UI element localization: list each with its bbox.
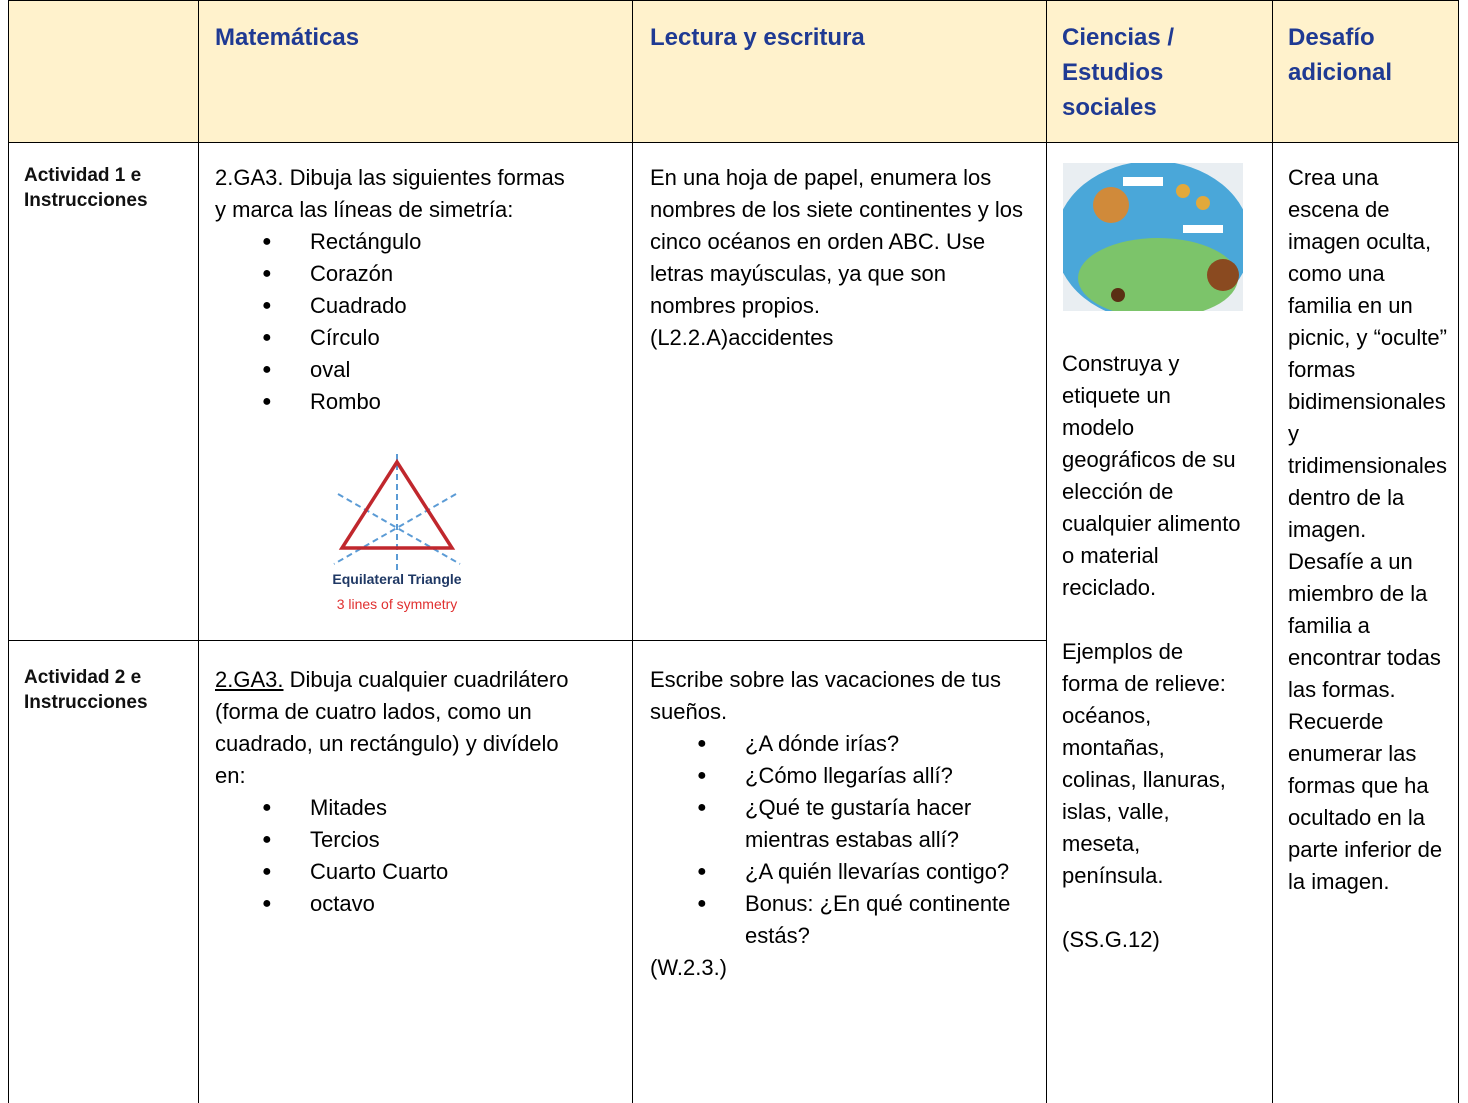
list-item: ¿Cómo llegarías allí? bbox=[697, 760, 1035, 792]
reading-cell: En una hoja de papel, enumera los nombre… bbox=[650, 162, 1035, 354]
border bbox=[8, 0, 9, 1103]
list-item: Tercios bbox=[262, 824, 575, 856]
border bbox=[8, 0, 1459, 1]
header-bg bbox=[8, 0, 1459, 142]
border bbox=[198, 0, 199, 1103]
math-cell: 2.GA3. Dibuja las siguientes formas y ma… bbox=[215, 162, 575, 418]
math-cell: 2.GA3. Dibuja cualquier cuadrilátero (fo… bbox=[215, 664, 575, 920]
list-item: Círculo bbox=[262, 322, 575, 354]
list-item: ¿Qué te gustaría hacer mientras estabas … bbox=[697, 792, 1035, 856]
border bbox=[8, 640, 1046, 641]
border bbox=[1046, 0, 1047, 1103]
border bbox=[1458, 0, 1459, 1103]
header-cell: Desafío adicional bbox=[1288, 24, 1393, 86]
list-item: Rombo bbox=[262, 386, 575, 418]
list: ¿A dónde irías?¿Cómo llegarías allí?¿Qué… bbox=[650, 728, 1035, 952]
code: (SS.G.12) bbox=[1062, 927, 1160, 952]
list-item: Cuadrado bbox=[262, 290, 575, 322]
list-item: Corazón bbox=[262, 258, 575, 290]
text: 2.GA3. Dibuja cualquier cuadrilátero (fo… bbox=[215, 664, 575, 792]
challenge-cell: Crea una escena de imagen oculta, como u… bbox=[1288, 162, 1448, 898]
row-label: Actividad 1 e Instrucciones bbox=[24, 165, 148, 211]
list-item: Rectángulo bbox=[262, 226, 575, 258]
border bbox=[1272, 0, 1273, 1103]
list-item: ¿A dónde irías? bbox=[697, 728, 1035, 760]
science-cell: Construya y etiquete un modelo geográfic… bbox=[1062, 348, 1242, 956]
header-cell: Matemáticas bbox=[215, 24, 360, 51]
border bbox=[8, 142, 1459, 143]
triangle-figure: Equilateral Triangle 3 lines of symmetry bbox=[332, 454, 462, 612]
code: 2.GA3. bbox=[215, 667, 284, 692]
list-item: octavo bbox=[262, 888, 575, 920]
list: MitadesTerciosCuarto Cuartooctavo bbox=[215, 792, 575, 920]
header-cell: Lectura y escritura bbox=[650, 24, 865, 51]
list-item: Bonus: ¿En qué continente estás? bbox=[697, 888, 1035, 952]
text: Dibuja cualquier cuadrilátero (forma de … bbox=[215, 667, 569, 788]
border bbox=[632, 0, 633, 1103]
figure-title: Equilateral Triangle bbox=[332, 571, 461, 587]
row-label: Actividad 2 e Instrucciones bbox=[24, 667, 148, 713]
photo bbox=[1063, 163, 1243, 311]
text: Escribe sobre las vacaciones de tus sueñ… bbox=[650, 667, 1001, 724]
header-cell: Ciencias / Estudios sociales bbox=[1062, 24, 1175, 121]
list-item: oval bbox=[262, 354, 575, 386]
text: 2.GA3. Dibuja las siguientes formas y ma… bbox=[215, 165, 565, 222]
reading-cell: Escribe sobre las vacaciones de tus sueñ… bbox=[650, 664, 1035, 984]
text: Ejemplos de forma de relieve: océanos, m… bbox=[1062, 639, 1226, 888]
text: Crea una escena de imagen oculta, como u… bbox=[1288, 165, 1447, 894]
figure-subtitle: 3 lines of symmetry bbox=[337, 596, 458, 612]
code: (L2.2.A)accidentes bbox=[650, 325, 834, 350]
text: Construya y etiquete un modelo geográfic… bbox=[1062, 351, 1241, 600]
list-item: Mitades bbox=[262, 792, 575, 824]
code: (W.2.3.) bbox=[650, 955, 728, 980]
list-item: Cuarto Cuarto bbox=[262, 856, 575, 888]
text: En una hoja de papel, enumera los nombre… bbox=[650, 165, 1023, 318]
list-item: ¿A quién llevarías contigo? bbox=[697, 856, 1035, 888]
list: RectánguloCorazónCuadradoCírculoovalRomb… bbox=[215, 226, 575, 418]
